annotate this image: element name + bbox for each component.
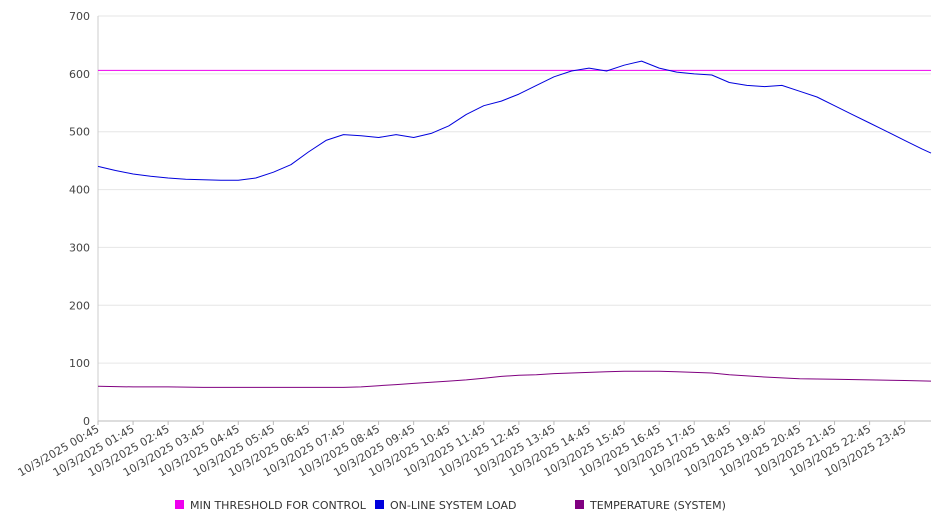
legend-swatch [375, 500, 384, 509]
legend-label: ON-LINE SYSTEM LOAD [390, 499, 516, 512]
series-line-2 [97, 370, 932, 388]
legend-swatch [175, 500, 184, 509]
axes [97, 16, 931, 422]
y-tick-label: 100 [69, 357, 90, 370]
y-tick-label: 300 [69, 241, 90, 254]
series-lines [97, 60, 932, 388]
y-tick-label: 500 [69, 126, 90, 139]
y-tick-label: 400 [69, 184, 90, 197]
y-tick-label: 700 [69, 10, 90, 23]
legend-label: TEMPERATURE (SYSTEM) [589, 499, 726, 512]
legend-swatch [575, 500, 584, 509]
y-tick-label: 0 [83, 415, 90, 428]
legend: MIN THRESHOLD FOR CONTROL ON-LINE SYSTEM … [175, 499, 726, 512]
series-line-1 [97, 60, 932, 181]
y-tick-label: 200 [69, 299, 90, 312]
grid-lines [98, 15, 931, 422]
y-axis-ticks: 0 100 200 300 400 500 600 700 [69, 10, 90, 428]
legend-label: MIN THRESHOLD FOR CONTROL [190, 499, 367, 512]
y-tick-label: 600 [69, 68, 90, 81]
